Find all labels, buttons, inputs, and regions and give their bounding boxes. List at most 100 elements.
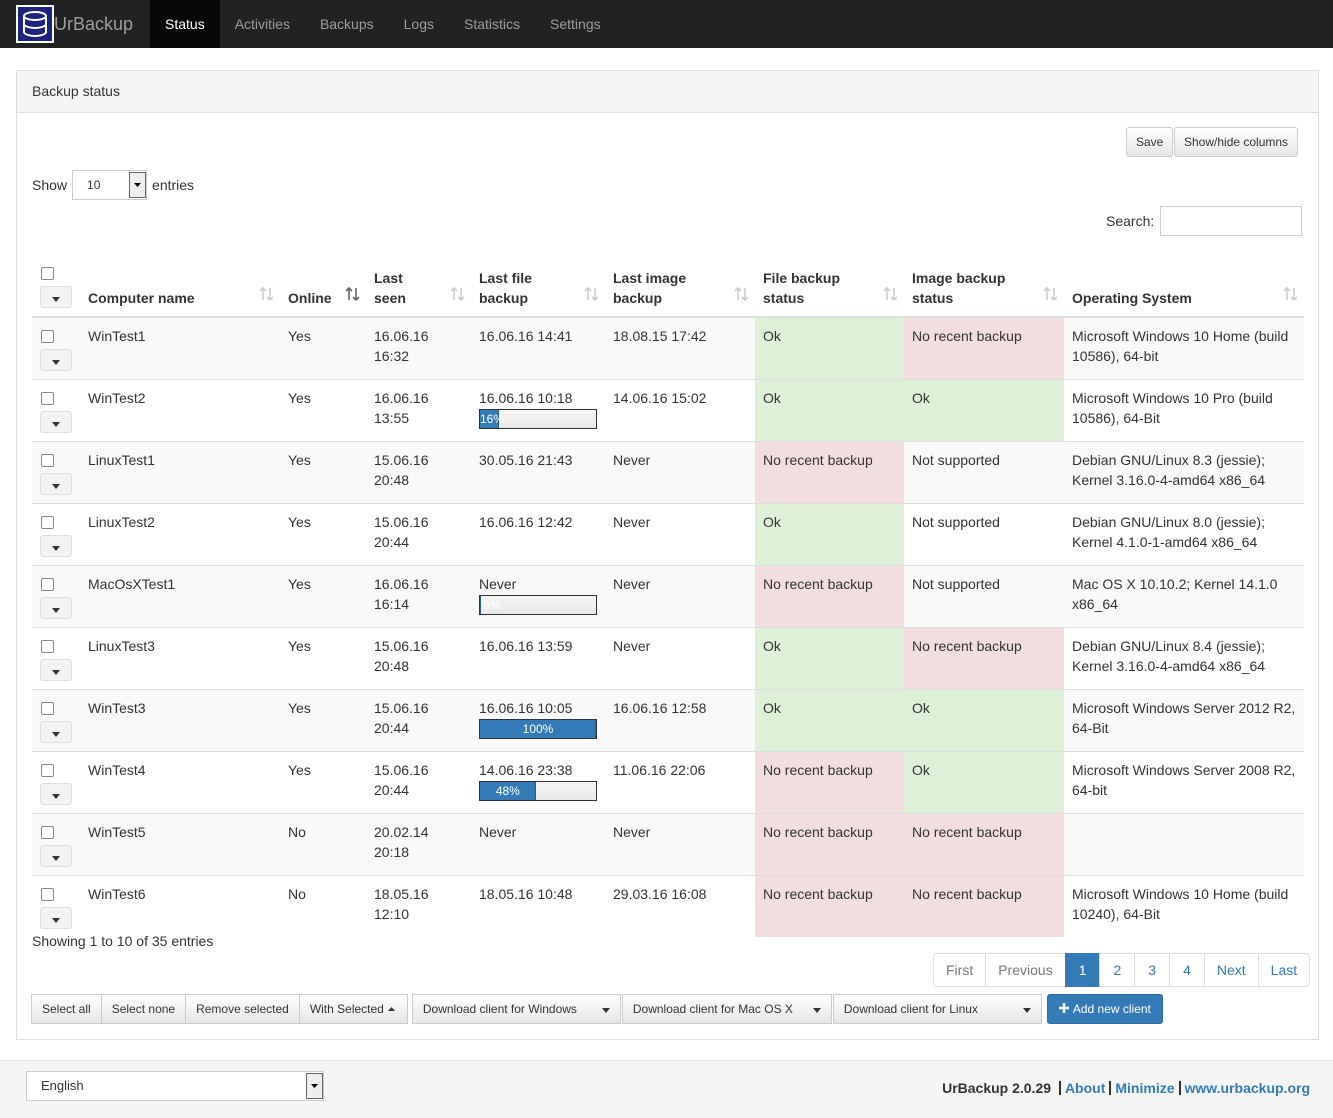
row-menu[interactable] xyxy=(40,597,72,619)
row-menu[interactable] xyxy=(40,535,72,557)
page-link[interactable]: 4 xyxy=(1169,953,1205,987)
selection-button[interactable]: With Selected xyxy=(298,994,408,1024)
row-menu[interactable] xyxy=(40,286,72,308)
checkbox[interactable] xyxy=(41,826,54,839)
download-button[interactable]: Download client for Windows xyxy=(411,994,621,1024)
row-menu[interactable] xyxy=(40,473,72,495)
file-backup-status: Ok xyxy=(755,316,904,380)
computer-name: LinuxTest2 xyxy=(80,503,280,566)
header-text: seen xyxy=(374,290,406,306)
checkbox[interactable] xyxy=(41,330,54,343)
version: UrBackup 2.0.29 xyxy=(942,1080,1052,1096)
last-file-backup: 16.06.16 12:42 xyxy=(471,503,605,566)
checkbox[interactable] xyxy=(41,267,54,280)
download-button[interactable]: Download client for Mac OS X xyxy=(621,994,832,1024)
image-backup-status: Ok xyxy=(904,379,1064,442)
search-input[interactable] xyxy=(1160,206,1303,236)
file-backup-time: 16.06.16 10:05 xyxy=(479,700,573,716)
nav-tab[interactable]: Settings xyxy=(550,16,601,32)
add-client-button[interactable]: Add new client xyxy=(1046,994,1163,1024)
checkbox[interactable] xyxy=(41,764,54,777)
page-link[interactable]: 3 xyxy=(1134,953,1171,987)
last-seen: 15.06.16 20:48 xyxy=(366,627,471,690)
last-image-backup: Never xyxy=(605,503,755,566)
download-button[interactable]: Download client for Linux xyxy=(832,994,1042,1024)
row-menu[interactable] xyxy=(40,783,72,805)
selection-button[interactable]: Select all xyxy=(31,994,102,1024)
page-link[interactable]: 1 xyxy=(1064,953,1101,987)
row-menu[interactable] xyxy=(40,411,72,433)
page-last[interactable]: Last xyxy=(1257,953,1311,987)
icon xyxy=(52,908,60,928)
file-backup-status: No recent backup xyxy=(755,875,904,937)
row-menu[interactable] xyxy=(40,721,72,743)
row-menu[interactable] xyxy=(40,659,72,681)
row-menu[interactable] xyxy=(40,845,72,867)
nav-tab[interactable]: Logs xyxy=(403,16,434,32)
selection-button[interactable]: Remove selected xyxy=(185,994,300,1024)
last-file-backup: 14.06.16 23:38 48% xyxy=(471,751,605,814)
column-header[interactable]: File backup status xyxy=(755,255,904,318)
last-file-backup: 16.06.16 13:59 xyxy=(471,627,605,690)
nav-tab[interactable]: Statistics xyxy=(464,16,521,32)
row-menu[interactable] xyxy=(40,907,72,929)
column-header[interactable]: Last seen xyxy=(366,255,471,318)
column-header[interactable]: Operating System xyxy=(1064,255,1304,318)
last-seen: 15.06.16 20:44 xyxy=(366,751,471,814)
search-label: Search: xyxy=(1106,213,1155,229)
footer-link[interactable]: www.urbackup.org xyxy=(1184,1080,1311,1096)
last-seen: 20.02.14 20:18 xyxy=(366,813,471,876)
operating-system: Microsoft Windows 10 Pro (build 10586), … xyxy=(1064,379,1304,442)
separator xyxy=(1109,1081,1112,1095)
select-cell xyxy=(32,875,80,937)
header-text: Operating System xyxy=(1072,290,1192,306)
page-next[interactable]: Next xyxy=(1203,953,1259,987)
nav-tab[interactable]: Status xyxy=(150,0,220,48)
page-first[interactable]: First xyxy=(933,953,987,987)
column-header[interactable]: Last image backup xyxy=(605,255,755,318)
footer-link[interactable]: About xyxy=(1064,1080,1106,1096)
brand[interactable]: UrBackup xyxy=(16,4,133,44)
logo xyxy=(16,5,54,43)
nav-tab[interactable]: Activities xyxy=(234,16,290,32)
column-header[interactable]: Image backup status xyxy=(904,255,1064,318)
checkbox[interactable] xyxy=(41,702,54,715)
file-backup-time: 16.06.16 14:41 xyxy=(479,328,573,344)
column-header[interactable]: Computer name xyxy=(80,255,280,318)
selection-button[interactable]: Select none xyxy=(100,994,187,1024)
last-seen: 18.05.16 12:10 xyxy=(366,875,471,937)
online: Yes xyxy=(280,379,366,442)
checkbox[interactable] xyxy=(41,392,54,405)
column-header[interactable]: Last file backup xyxy=(471,255,605,318)
select-cell xyxy=(32,565,80,628)
nav-tab[interactable]: Backups xyxy=(319,16,374,32)
checkbox[interactable] xyxy=(41,578,54,591)
computer-name: WinTest3 xyxy=(80,689,280,752)
columns-button[interactable]: Show/hide columns xyxy=(1174,127,1299,157)
checkbox[interactable] xyxy=(41,454,54,467)
column-header[interactable]: Online xyxy=(280,255,366,318)
language-select[interactable]: English xyxy=(26,1071,324,1101)
file-backup-time: Never xyxy=(479,576,517,592)
operating-system: Debian GNU/Linux 8.0 (jessie); Kernel 4.… xyxy=(1064,503,1304,566)
select-cell xyxy=(32,316,80,380)
checkbox[interactable] xyxy=(41,516,54,529)
online: Yes xyxy=(280,316,366,380)
button-text: Remove selected xyxy=(196,1002,289,1016)
footer-link[interactable]: Minimize xyxy=(1115,1080,1175,1096)
length-select[interactable]: 10 xyxy=(72,170,148,200)
progress-bar: 16% xyxy=(479,409,597,429)
checkbox[interactable] xyxy=(41,640,54,653)
checkbox[interactable] xyxy=(41,888,54,901)
last-image-backup: 18.08.15 17:42 xyxy=(605,316,755,380)
header-text: status xyxy=(912,290,954,306)
operating-system: Mac OS X 10.10.2; Kernel 14.1.0 x86_64 xyxy=(1064,565,1304,628)
page-previous[interactable]: Previous xyxy=(985,953,1066,987)
page-link[interactable]: 2 xyxy=(1099,953,1136,987)
row-menu[interactable] xyxy=(40,349,72,371)
last-seen: 15.06.16 20:44 xyxy=(366,689,471,752)
file-backup-status: No recent backup xyxy=(755,565,904,628)
save-button[interactable]: Save xyxy=(1126,127,1174,157)
operating-system: Debian GNU/Linux 8.3 (jessie); Kernel 3.… xyxy=(1064,441,1304,504)
